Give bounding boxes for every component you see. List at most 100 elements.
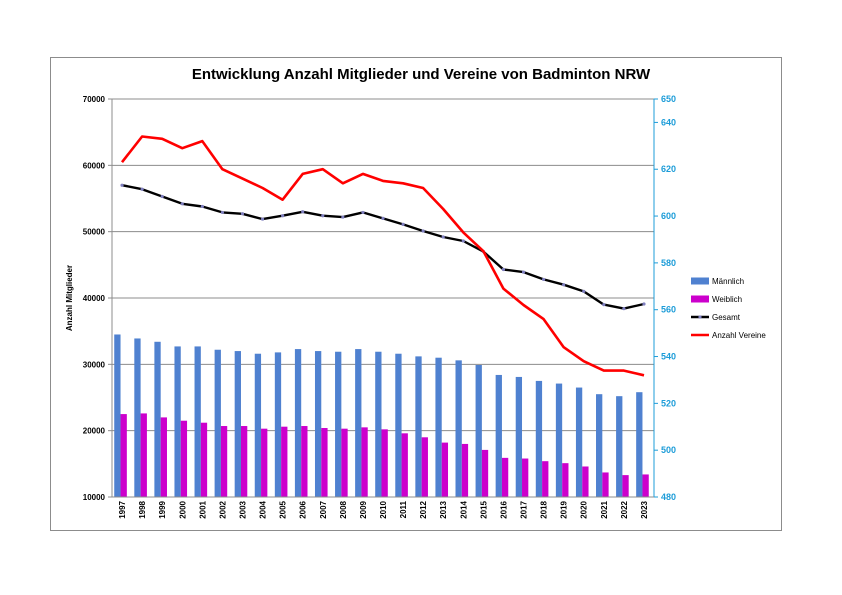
bar-männlich	[174, 346, 181, 497]
y2-tick-label: 540	[661, 352, 676, 362]
bar-männlich	[475, 364, 482, 497]
bar-weiblich	[421, 437, 428, 497]
x-tick-label: 2005	[279, 500, 288, 518]
marker-gesamt	[321, 214, 325, 218]
bar-männlich	[575, 387, 583, 497]
bar-weiblich	[381, 429, 388, 497]
x-tick-label: 2023	[640, 500, 649, 518]
bar-weiblich	[220, 426, 228, 497]
x-tick-label: 1998	[138, 500, 147, 518]
legend-label: Weiblich	[712, 295, 742, 304]
marker-gesamt	[240, 212, 245, 216]
marker-gesamt	[200, 204, 204, 209]
bar-weiblich	[622, 475, 629, 497]
marker-gesamt	[642, 302, 646, 306]
bar-männlich	[435, 357, 442, 497]
bar-männlich	[616, 396, 623, 497]
marker-gesamt	[361, 210, 365, 215]
x-tick-label: 2019	[560, 500, 569, 518]
y2-tick-label: 480	[661, 492, 676, 502]
bar-männlich	[294, 349, 302, 497]
y2-tick-label: 600	[661, 211, 676, 221]
y2-tick-label: 500	[661, 445, 676, 455]
bar-männlich	[335, 351, 342, 497]
x-tick-label: 2016	[499, 500, 508, 518]
x-tick-label: 2018	[540, 500, 549, 518]
bar-weiblich	[441, 442, 449, 497]
x-tick-label: 2008	[339, 500, 348, 518]
marker-gesamt	[341, 215, 345, 219]
marker-gesamt	[120, 183, 124, 187]
marker-gesamt	[622, 307, 626, 311]
bar-weiblich	[562, 463, 569, 497]
bar-weiblich	[461, 443, 469, 497]
bar-weiblich	[542, 461, 549, 497]
bar-weiblich	[140, 413, 147, 497]
bar-weiblich	[240, 426, 248, 497]
chart-frame	[50, 57, 782, 531]
bar-männlich	[254, 353, 262, 497]
x-tick-label: 2012	[419, 500, 428, 518]
x-tick-label: 2003	[238, 500, 247, 518]
marker-gesamt	[441, 235, 445, 239]
bar-männlich	[636, 392, 643, 497]
bar-männlich	[274, 352, 282, 497]
y2-tick-label: 560	[661, 305, 676, 315]
bar-männlich	[134, 338, 141, 497]
bar-männlich	[535, 380, 543, 497]
bars	[114, 334, 649, 497]
bar-männlich	[415, 356, 422, 497]
marker-gesamt	[541, 277, 546, 282]
marker-gesamt	[521, 270, 526, 274]
y-tick-label: 30000	[83, 360, 106, 369]
y2-tick-label: 620	[661, 164, 676, 174]
legend-label: Anzahl Vereine	[712, 331, 766, 340]
x-tick-label: 2013	[439, 500, 448, 518]
x-tick-label: 2009	[359, 500, 368, 518]
legend-swatch	[691, 295, 709, 303]
legend: Männlich Weiblich Gesamt Anzahl Vereine	[691, 277, 766, 340]
marker-gesamt	[160, 194, 164, 199]
y2-tick-label: 520	[661, 398, 676, 408]
axes	[108, 98, 658, 498]
y2-tick-label: 650	[661, 94, 676, 104]
bar-männlich	[214, 349, 221, 497]
bar-weiblich	[401, 433, 408, 497]
bar-weiblich	[120, 414, 127, 497]
legend-label: Männlich	[712, 277, 744, 286]
bar-weiblich	[341, 428, 348, 497]
marker-gesamt	[281, 214, 285, 218]
bar-männlich	[234, 351, 241, 497]
bar-männlich	[455, 360, 462, 497]
bar-weiblich	[301, 426, 308, 497]
marker-gesamt	[301, 210, 305, 214]
y2-tick-label: 640	[661, 117, 676, 127]
bar-männlich	[355, 349, 362, 497]
bar-männlich	[314, 351, 322, 497]
marker-gesamt	[421, 229, 425, 233]
bar-männlich	[515, 376, 523, 497]
bar-weiblich	[160, 417, 167, 497]
y-tick-label: 70000	[83, 95, 106, 104]
x-tick-label: 2000	[178, 500, 187, 518]
legend-label: Gesamt	[712, 313, 741, 322]
x-tick-label: 2006	[299, 500, 308, 518]
bar-männlich	[495, 374, 502, 497]
bar-weiblich	[200, 422, 208, 497]
bar-männlich	[395, 353, 402, 497]
marker-gesamt	[602, 303, 606, 307]
bar-weiblich	[361, 427, 368, 497]
y-tick-label: 10000	[83, 493, 106, 502]
bar-männlich	[555, 383, 563, 497]
marker-gesamt	[401, 222, 405, 226]
bar-männlich	[114, 334, 121, 497]
bar-männlich	[375, 351, 382, 497]
marker-gesamt	[582, 289, 586, 293]
bar-weiblich	[602, 472, 609, 497]
bar-weiblich	[501, 457, 509, 497]
x-tick-label: 2002	[218, 500, 227, 518]
chart-title: Entwicklung Anzahl Mitglieder und Verein…	[191, 66, 651, 83]
marker-gesamt	[501, 267, 506, 272]
bar-männlich	[154, 341, 161, 497]
x-tick-label: 2022	[620, 500, 629, 518]
